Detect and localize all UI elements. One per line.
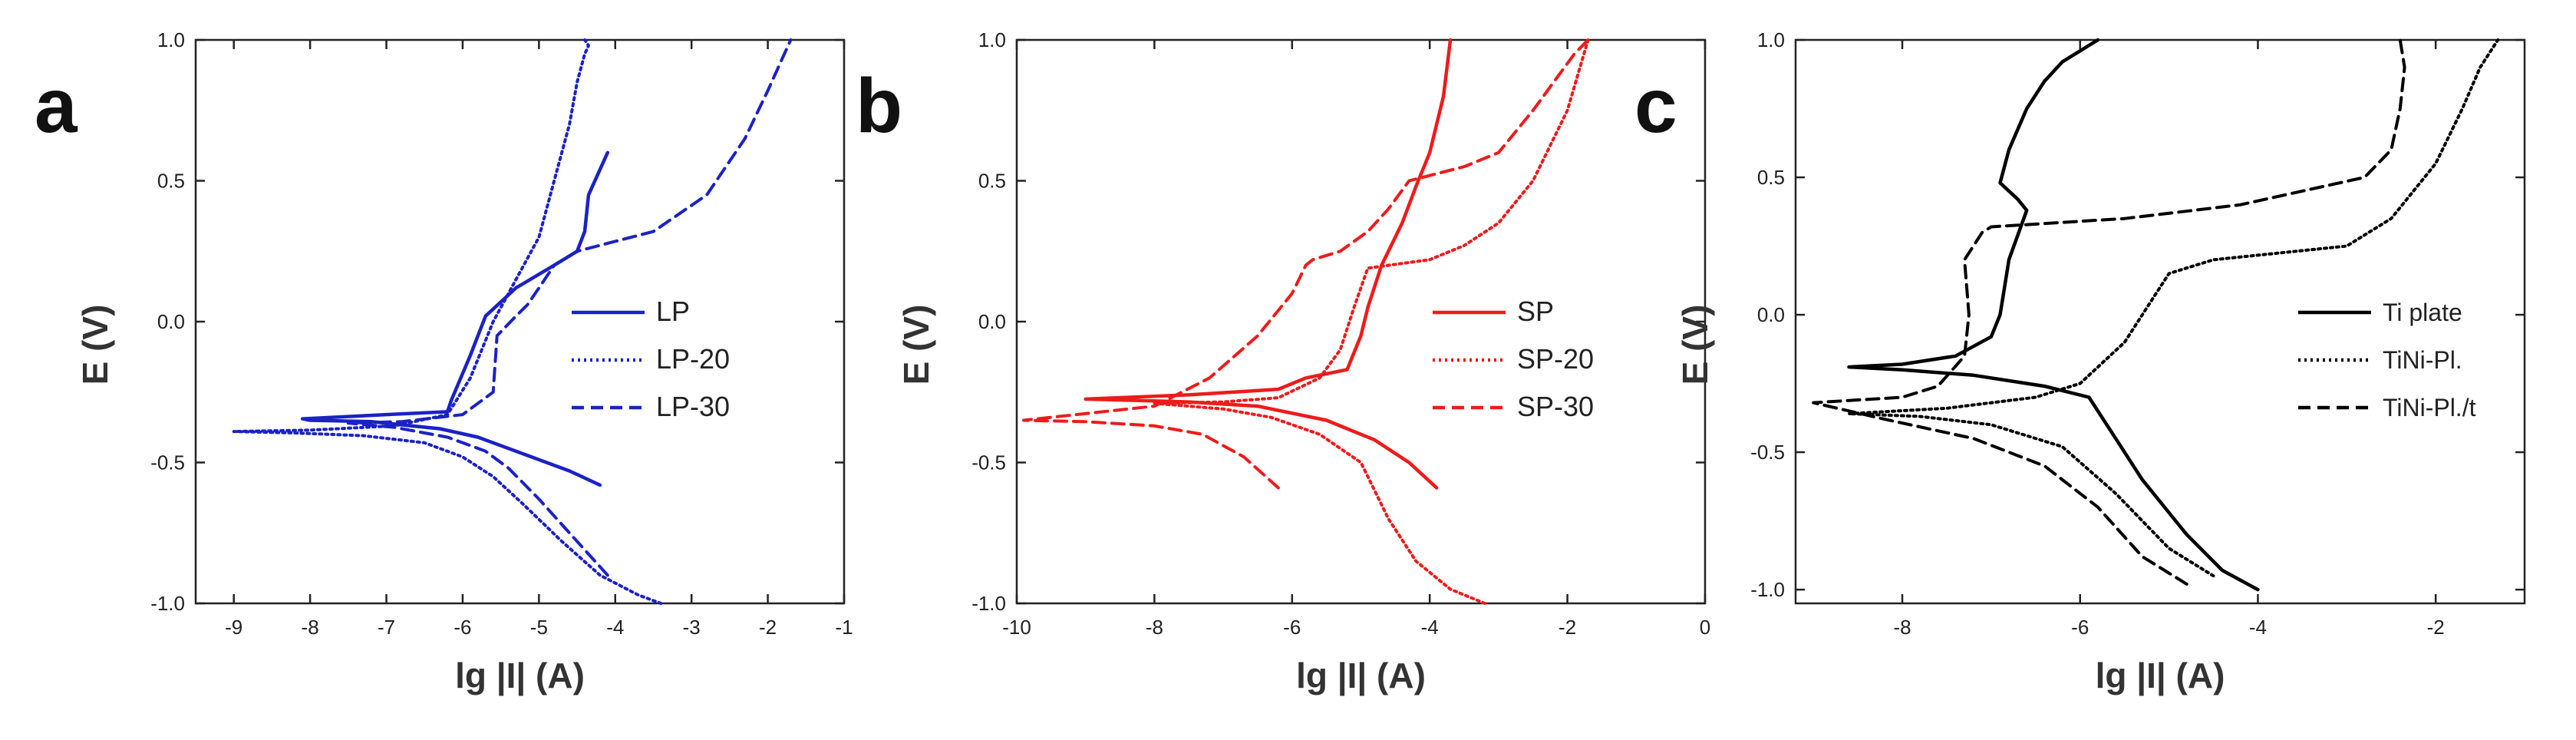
x-tick-label: 0 — [1700, 616, 1710, 639]
x-tick-label: -2 — [1558, 616, 1576, 639]
y-tick-label: -1.0 — [971, 592, 1006, 615]
y-tick-label: -0.5 — [150, 451, 185, 474]
y-tick-label: 0.5 — [978, 170, 1006, 193]
series-line-tini-pl-t — [1812, 38, 2406, 586]
x-tick-label: -4 — [606, 616, 624, 639]
x-tick-label: -7 — [378, 616, 395, 639]
legend: SP SP-20 SP-30 — [1433, 296, 1594, 422]
legend: Ti plate TiNi-Pl. TiNi-Pl./t — [2298, 299, 2476, 421]
y-tick-label: 0.0 — [157, 310, 185, 333]
legend-label: TiNi-Pl./t — [2383, 394, 2476, 421]
y-tick-label: 0.5 — [157, 170, 185, 193]
legend-label: TiNi-Pl. — [2383, 346, 2462, 374]
series-line-tini-pl- — [1847, 38, 2500, 578]
x-tick-label: -4 — [2249, 616, 2267, 639]
x-axis-label: lg |I| (A) — [2096, 656, 2225, 695]
panel-c: -8 -6 -4 -2 -1.0 -0.5 0.0 0.5 1.0 lg |I| (A) E (V)… — [1634, 28, 2526, 695]
legend-label: LP-30 — [656, 391, 730, 422]
series-line-sp — [1084, 38, 1453, 490]
x-tick-label: -8 — [1146, 616, 1163, 639]
x-tick-label: -6 — [2071, 616, 2089, 639]
x-tick-label: -8 — [302, 616, 319, 639]
panel-label: b — [856, 63, 902, 149]
legend-label: SP — [1517, 296, 1554, 327]
legend-label: SP-30 — [1517, 391, 1594, 422]
y-axis-label: E (V) — [75, 305, 115, 385]
series-line-lp-30 — [346, 38, 793, 577]
x-axis-label: lg |I| (A) — [455, 656, 585, 695]
y-tick-label: 1.0 — [157, 28, 185, 51]
y-axis-label: E (V) — [1675, 305, 1715, 385]
x-tick-label: -10 — [1002, 616, 1031, 639]
x-tick-label: -4 — [1421, 616, 1439, 639]
x-tick-label: -2 — [759, 616, 777, 639]
series-line-sp-20 — [1153, 38, 1590, 605]
y-tick-label: 1.0 — [1757, 28, 1785, 51]
y-tick-label: 0.5 — [1757, 166, 1785, 189]
axes-frame — [1794, 38, 2526, 605]
x-tick-label: -8 — [1893, 616, 1911, 639]
series-line-sp-30 — [1022, 38, 1590, 490]
legend-label: LP-20 — [656, 343, 730, 375]
y-tick-label: 1.0 — [978, 28, 1006, 51]
panels: -9 -8 -7 -6 -5 -4 -3 -2 -1 -1.0 -0.5 0.0 0.5 1.0 lg |I… — [35, 28, 2526, 695]
x-tick-label: -3 — [683, 616, 701, 639]
panel-b: -10 -8 -6 -4 -2 0 -1.0 -0.5 0.0 0.5 1.0 lg |I| (A) E… — [856, 28, 1710, 695]
y-tick-label: -1.0 — [1750, 578, 1785, 601]
x-tick-label: -2 — [2427, 616, 2445, 639]
y-axis-label: E (V) — [896, 305, 936, 385]
x-tick-label: -5 — [530, 616, 548, 639]
panel-label: a — [35, 63, 78, 149]
y-tick-label: 0.0 — [1757, 303, 1785, 326]
y-tick-label: -0.5 — [1750, 441, 1785, 464]
x-axis-label: lg |I| (A) — [1296, 656, 1426, 695]
panel-label: c — [1634, 63, 1677, 149]
y-tick-label: -0.5 — [971, 451, 1006, 474]
x-tick-label: -9 — [225, 616, 242, 639]
x-tick-label: -1 — [835, 616, 853, 639]
series-line-ti-plate — [1847, 38, 2260, 592]
legend-label: SP-20 — [1517, 343, 1594, 375]
panel-a: -9 -8 -7 -6 -5 -4 -3 -2 -1 -1.0 -0.5 0.0 0.5 1.0 lg |I… — [35, 28, 853, 695]
series-line-lp-20 — [232, 38, 663, 605]
legend-label: Ti plate — [2383, 299, 2462, 326]
y-tick-label: -1.0 — [150, 592, 185, 615]
x-tick-label: -6 — [454, 616, 471, 639]
legend: LP LP-20 LP-30 — [572, 296, 730, 422]
legend-label: LP — [656, 296, 690, 327]
x-tick-label: -6 — [1283, 616, 1301, 639]
y-tick-label: 0.0 — [978, 310, 1006, 333]
